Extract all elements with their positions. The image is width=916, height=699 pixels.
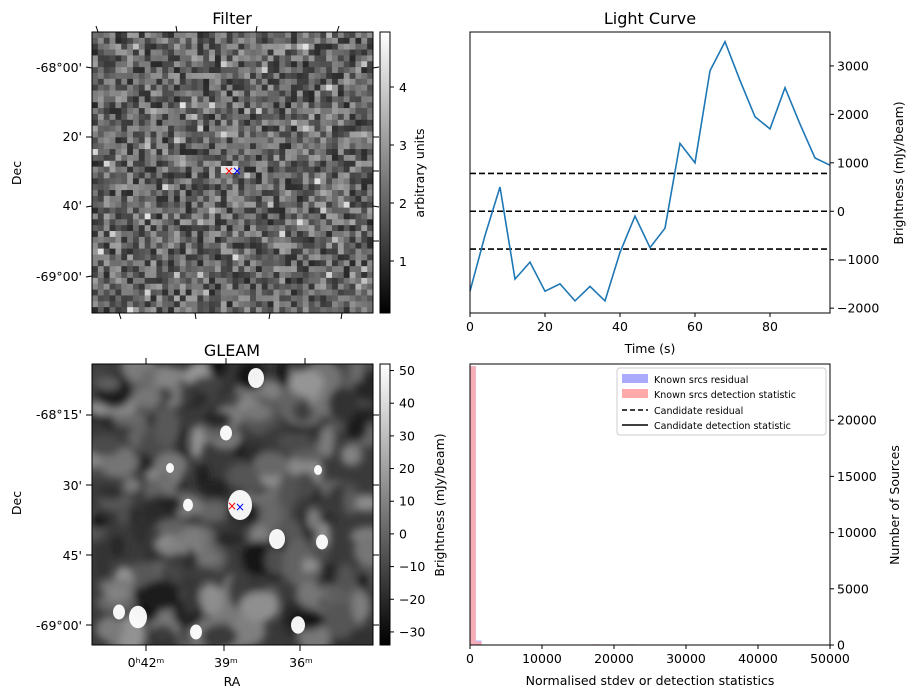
filter-ytick-2: 40' (63, 198, 82, 213)
gleam-marker-red: × (227, 499, 237, 513)
legend-swatch-known-residual (622, 374, 648, 383)
gleam-ytick-2: 45' (63, 548, 82, 563)
lightcurve-ytick-1: −1000 (837, 252, 879, 267)
lightcurve-xtick-0: 0 (466, 319, 474, 334)
filter-panel: Filter × × -68°00' 20' 40' -69°00' Dec (9, 9, 427, 320)
gleam-cbar-label: Brightness (mJy/beam) (432, 433, 447, 576)
histogram-panel: 0 10000 20000 30000 40000 50000 0 5000 10000 150… (466, 363, 902, 688)
lightcurve-panel: Light Curve 0 20 40 60 80 −2000 −1000 0 1000 200… (466, 9, 906, 356)
histogram-ylabel: Number of Sources (887, 445, 902, 565)
legend-label-known-detection: Known srcs detection statistic (654, 390, 796, 401)
gleam-cbar-tick-5: 20 (399, 461, 415, 476)
gleam-source-8 (190, 624, 202, 640)
gleam-ytick-3: -69°00' (36, 618, 82, 633)
gleam-panel: GLEAM × × -68°15' 30' 45' -69°00' 0ʰ42ᵐ … (9, 341, 447, 689)
legend-swatch-known-detection (622, 389, 648, 398)
histogram-ytick-1: 5000 (837, 581, 869, 596)
histogram-ytick-4: 20000 (837, 413, 877, 428)
filter-cbar-tick-1: 3 (399, 138, 407, 153)
lightcurve-xlabel: Time (s) (624, 341, 676, 356)
gleam-source-6 (129, 605, 147, 629)
lightcurve-series-line (469, 39, 831, 303)
gleam-source-1 (220, 425, 232, 441)
histogram-xtick-4: 40000 (738, 651, 778, 666)
histogram-xtick-1: 10000 (522, 651, 562, 666)
gleam-cbar-tick-8: 50 (399, 363, 415, 378)
histogram-legend: Known srcs residual Known srcs detection… (616, 367, 827, 436)
filter-title: Filter (212, 9, 252, 28)
lightcurve-xtick-4: 80 (762, 319, 778, 334)
gleam-source-10 (166, 463, 174, 473)
gleam-xlabel: RA (224, 674, 241, 689)
filter-cbar-tick-0: 4 (399, 80, 407, 95)
histogram-ytick-0: 0 (837, 638, 845, 653)
gleam-cbar-tick-7: 40 (399, 396, 415, 411)
gleam-marker-blue: × (235, 500, 245, 514)
gleam-image (92, 364, 373, 645)
gleam-source-9 (291, 616, 305, 634)
legend-label-known-residual: Known srcs residual (654, 375, 748, 386)
gleam-xtick-2: 36ᵐ (289, 655, 313, 670)
legend-label-candidate-detection: Candidate detection statistic (654, 421, 791, 432)
lightcurve-ytick-0: −2000 (837, 301, 879, 316)
histogram-bar-s1-1 (475, 641, 482, 645)
filter-image (92, 32, 374, 314)
lightcurve-ytick-2: 0 (837, 204, 845, 219)
gleam-cbar-tick-4: 10 (399, 494, 415, 509)
gleam-source-2 (183, 498, 193, 512)
gleam-cbar-tick-3: 0 (399, 526, 407, 541)
gleam-cbar-tick-6: 30 (399, 428, 415, 443)
lightcurve-xtick-3: 60 (687, 319, 703, 334)
lightcurve-ylabel: Brightness (mJy/beam) (891, 101, 906, 244)
filter-ylabel: Dec (9, 161, 24, 185)
filter-cbar-tick-2: 2 (399, 196, 407, 211)
histogram-xlabel: Normalised stdev or detection statistics (526, 673, 775, 688)
gleam-xtick-1: 39ᵐ (214, 655, 238, 670)
gleam-source-5 (316, 534, 328, 550)
gleam-cbar-tick-1: −20 (399, 592, 425, 607)
gleam-ytick-1: 30' (63, 478, 82, 493)
gleam-source-11 (314, 465, 322, 475)
filter-marker-blue: × (232, 164, 242, 178)
lightcurve-xtick-1: 20 (537, 319, 553, 334)
filter-ytick-1: 20' (63, 129, 82, 144)
filter-ytick-3: -69°00' (36, 269, 82, 284)
gleam-cbar-tick-0: −30 (399, 624, 425, 639)
gleam-markers: × × (227, 499, 245, 514)
histogram-xtick-0: 0 (466, 651, 474, 666)
filter-colorbar: 4 3 2 1 arbitrary units (379, 31, 427, 314)
filter-markers: × × (224, 164, 242, 178)
lightcurve-ytick-3: 1000 (837, 155, 869, 170)
histogram-xtick-5: 50000 (810, 651, 850, 666)
histogram-ytick-3: 15000 (837, 469, 877, 484)
lightcurve-ytick-5: 3000 (837, 58, 869, 73)
gleam-ytick-0: -68°15' (36, 407, 82, 422)
gleam-source-3 (228, 490, 252, 520)
gleam-title: GLEAM (204, 341, 260, 360)
filter-cbar-tick-3: 1 (399, 254, 407, 269)
filter-marker-red: × (224, 164, 234, 178)
gleam-source-7 (113, 604, 125, 620)
gleam-colorbar: −30 −20 −10 0 10 20 30 40 50 Brightness (mJy/bea… (379, 363, 447, 646)
lightcurve-ytick-4: 2000 (837, 107, 869, 122)
filter-ytick-0: -68°00' (36, 60, 82, 75)
lightcurve-xtick-2: 40 (612, 319, 628, 334)
filter-cbar-label: arbitrary units (412, 128, 427, 217)
lightcurve-title: Light Curve (604, 9, 696, 28)
gleam-source-0 (248, 368, 264, 388)
legend-label-candidate-residual: Candidate residual (654, 406, 743, 417)
histogram-xtick-2: 20000 (594, 651, 634, 666)
gleam-ylabel: Dec (9, 491, 24, 515)
histogram-xtick-3: 30000 (666, 651, 706, 666)
gleam-xtick-0: 0ʰ42ᵐ (128, 655, 165, 670)
gleam-cbar-tick-2: −10 (399, 559, 425, 574)
gleam-source-4 (269, 529, 285, 549)
histogram-ytick-2: 10000 (837, 525, 877, 540)
histogram-bar-s1-0 (470, 366, 476, 645)
